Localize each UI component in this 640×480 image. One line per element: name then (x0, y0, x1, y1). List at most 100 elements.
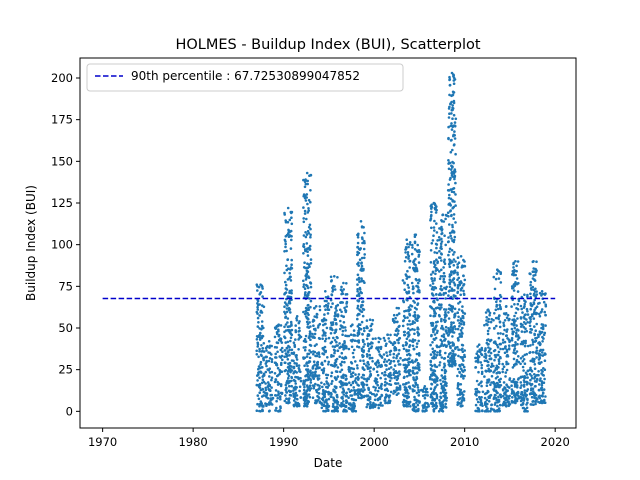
scatter-point (331, 345, 335, 348)
scatter-point (433, 277, 436, 280)
scatter-point (380, 393, 384, 397)
scatter-point (434, 385, 437, 389)
scatter-point (387, 358, 391, 362)
scatter-point (363, 343, 366, 346)
scatter-point (444, 391, 448, 395)
scatter-point (448, 247, 452, 251)
scatter-point (513, 326, 517, 330)
scatter-point (415, 267, 419, 271)
scatter-point (486, 308, 490, 312)
scatter-point (430, 210, 433, 214)
scatter-point (285, 307, 289, 310)
scatter-point (303, 312, 307, 316)
scatter-point (403, 281, 406, 285)
scatter-point (504, 334, 508, 338)
scatter-point (290, 211, 293, 215)
scatter-point (537, 395, 541, 399)
scatter-point (340, 301, 344, 304)
scatter-point (433, 312, 436, 315)
scatter-point (268, 344, 272, 348)
scatter-point (452, 342, 455, 346)
scatter-point (318, 305, 322, 308)
scatter-point (284, 242, 288, 246)
scatter-point (306, 286, 310, 290)
scatter-point (350, 362, 354, 365)
scatter-point (481, 404, 484, 408)
scatter-point (373, 405, 377, 409)
scatter-point (351, 410, 354, 413)
scatter-point (311, 332, 314, 336)
scatter-point (290, 263, 293, 267)
scatter-point (280, 361, 283, 365)
scatter-point (357, 293, 361, 296)
scatter-point (503, 328, 506, 332)
scatter-point (429, 353, 433, 356)
scatter-point (408, 369, 412, 373)
scatter-point (335, 309, 338, 312)
scatter-point (389, 390, 393, 394)
scatter-point (428, 375, 432, 379)
scatter-point (302, 310, 305, 314)
scatter-point (358, 390, 362, 393)
scatter-point (451, 108, 454, 112)
scatter-point (408, 266, 412, 269)
scatter-point (302, 252, 305, 255)
scatter-point (454, 204, 457, 207)
scatter-point (460, 363, 464, 366)
scatter-point (397, 312, 401, 315)
scatter-point (424, 393, 428, 397)
scatter-point (402, 363, 406, 367)
scatter-point (456, 291, 459, 295)
scatter-point (352, 329, 356, 332)
scatter-point (321, 392, 325, 396)
scatter-point (275, 399, 278, 403)
scatter-point (448, 341, 452, 345)
scatter-point (256, 299, 260, 303)
scatter-point (314, 399, 317, 402)
scatter-point (359, 247, 363, 250)
scatter-point (309, 338, 312, 342)
scatter-point (332, 348, 336, 352)
scatter-point (529, 272, 532, 276)
scatter-point (324, 390, 327, 393)
scatter-point (303, 402, 306, 405)
scatter-point (446, 240, 450, 244)
scatter-point (533, 363, 537, 366)
scatter-point (443, 362, 446, 366)
scatter-point (379, 345, 383, 349)
scatter-point (298, 326, 301, 330)
scatter-point (540, 384, 544, 387)
scatter-point (523, 389, 527, 392)
scatter-point (474, 392, 477, 396)
scatter-point (387, 373, 391, 376)
scatter-point (524, 327, 527, 331)
scatter-point (392, 313, 396, 317)
scatter-point (342, 281, 345, 285)
scatter-point (355, 364, 359, 367)
scatter-point (523, 410, 526, 413)
scatter-point (332, 405, 335, 409)
scatter-point (502, 394, 505, 398)
scatter-point (350, 403, 354, 407)
scatter-point (289, 394, 293, 397)
scatter-point (309, 258, 313, 261)
scatter-point (256, 285, 259, 288)
scatter-point (304, 334, 308, 338)
scatter-point (541, 392, 545, 395)
scatter-point (357, 251, 361, 255)
scatter-point (462, 323, 466, 326)
scatter-point (286, 379, 289, 383)
scatter-point (505, 362, 508, 366)
scatter-point (265, 392, 269, 395)
scatter-point (525, 373, 529, 376)
scatter-point (526, 381, 529, 384)
scatter-point (505, 398, 509, 401)
scatter-point (432, 398, 436, 401)
scatter-point (262, 380, 266, 384)
scatter-point (530, 374, 533, 378)
scatter-point (543, 310, 546, 314)
scatter-point (515, 282, 519, 286)
scatter-point (340, 368, 344, 372)
scatter-point (431, 279, 434, 283)
